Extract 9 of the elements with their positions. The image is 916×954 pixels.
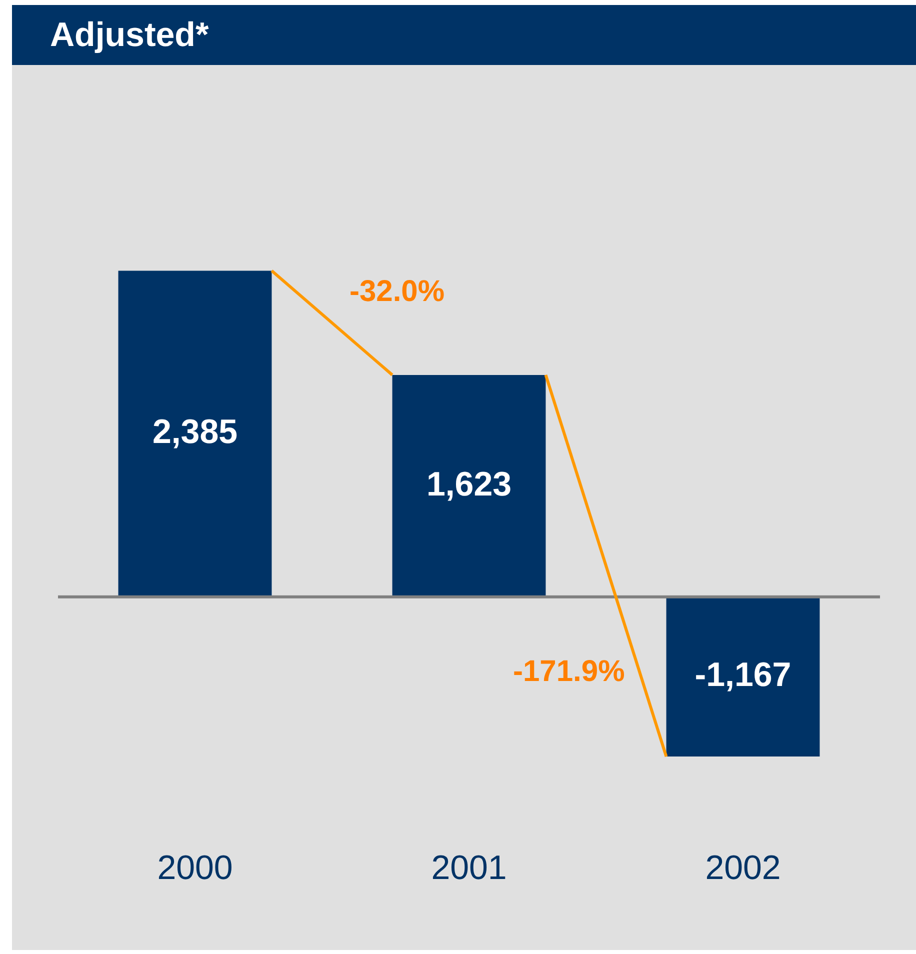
data-label: -1,167 xyxy=(694,656,792,694)
annotation: -32.0% xyxy=(349,275,445,308)
x-tick-label: 2002 xyxy=(705,848,781,887)
x-tick-label: 2001 xyxy=(431,848,507,887)
data-label: 2,385 xyxy=(152,413,238,452)
x-tick-label: 2000 xyxy=(157,848,233,887)
chart-title: Adjusted* xyxy=(12,5,916,65)
annotation: -171.9% xyxy=(513,654,625,688)
data-label: 1,623 xyxy=(426,465,512,504)
